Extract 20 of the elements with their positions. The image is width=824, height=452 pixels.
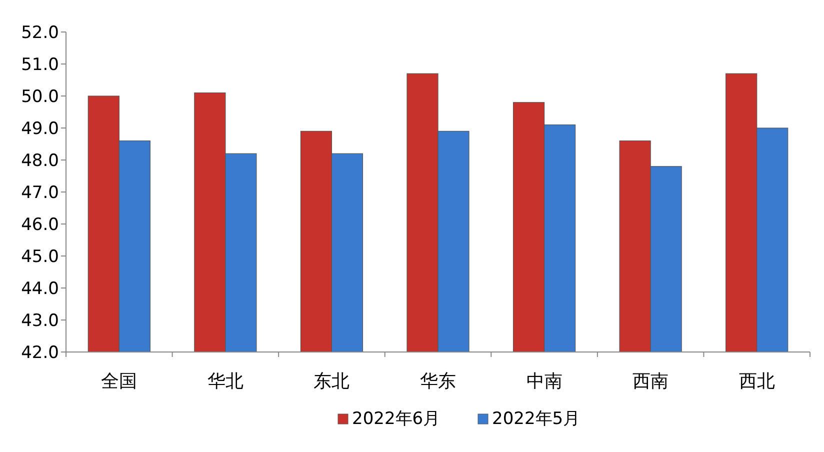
y-tick-label: 45.0 bbox=[21, 247, 59, 267]
y-tick-label: 51.0 bbox=[21, 55, 59, 75]
x-tick-label: 全国 bbox=[101, 371, 138, 392]
y-tick-label: 50.0 bbox=[21, 87, 59, 107]
y-tick-label: 49.0 bbox=[21, 119, 59, 139]
x-tick-label: 西北 bbox=[738, 371, 775, 392]
x-tick-label: 中南 bbox=[526, 371, 562, 392]
legend-label: 2022年6月 bbox=[352, 409, 440, 429]
y-tick-label: 44.0 bbox=[21, 279, 59, 299]
x-tick-label: 东北 bbox=[314, 371, 350, 392]
y-tick-label: 48.0 bbox=[21, 151, 59, 171]
x-tick-label: 华北 bbox=[207, 371, 244, 392]
y-tick-label: 42.0 bbox=[21, 343, 59, 363]
x-tick-label: 华东 bbox=[420, 371, 456, 392]
x-tick-label: 西南 bbox=[632, 371, 669, 392]
y-tick-label: 47.0 bbox=[21, 183, 59, 203]
y-tick-label: 43.0 bbox=[21, 311, 59, 331]
legend-label: 2022年5月 bbox=[492, 409, 580, 429]
y-tick-label: 52.0 bbox=[21, 23, 59, 43]
y-tick-label: 46.0 bbox=[21, 215, 59, 235]
